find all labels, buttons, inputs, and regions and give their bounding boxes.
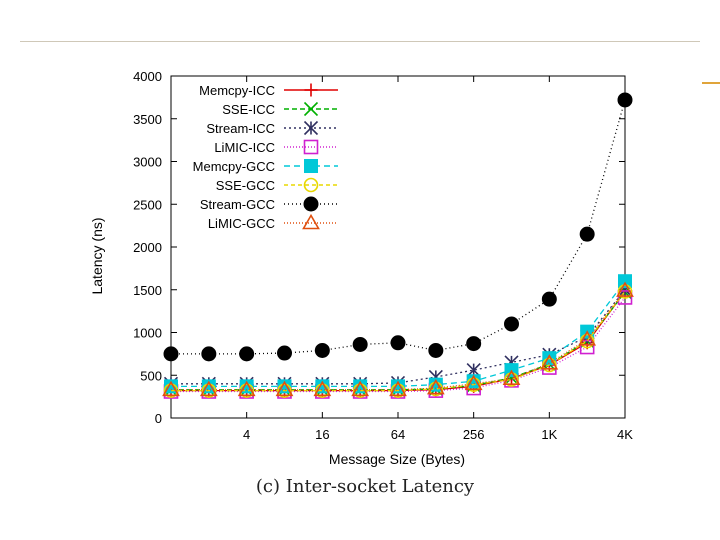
data-point — [390, 335, 406, 351]
legend-label: Memcpy-ICC — [199, 83, 275, 98]
y-tick-label: 500 — [140, 368, 162, 383]
data-point — [239, 383, 254, 398]
legend-marker — [303, 196, 319, 212]
data-point — [199, 380, 218, 397]
x-tick-label: 256 — [463, 427, 485, 442]
data-point — [541, 291, 557, 307]
top-divider — [20, 41, 700, 42]
legend-marker — [303, 177, 319, 193]
x-tick-label: 64 — [391, 427, 405, 442]
series-line — [171, 291, 626, 392]
x-tick-label: 16 — [315, 427, 329, 442]
data-point — [618, 274, 632, 289]
data-point — [162, 380, 180, 397]
data-point — [315, 383, 330, 398]
data-point — [579, 333, 595, 349]
y-tick-label: 4000 — [133, 69, 162, 84]
series-line — [171, 290, 626, 391]
legend: Memcpy-ICC SSE-ICC Stream-ICC LiMIC-ICC Memc… — [193, 83, 338, 231]
legend-marker — [304, 83, 318, 97]
data-point — [502, 369, 521, 385]
data-point — [464, 374, 483, 391]
legend-label: SSE-GCC — [216, 178, 275, 193]
data-point — [277, 383, 292, 398]
data-point — [201, 383, 217, 398]
data-point — [275, 380, 294, 397]
data-point — [352, 383, 368, 398]
data-point — [277, 345, 292, 361]
data-point — [542, 357, 557, 373]
legend-marker — [304, 159, 318, 173]
series-line — [171, 280, 626, 388]
data-point — [239, 346, 255, 362]
y-tick-label: 1500 — [133, 283, 162, 298]
data-point — [163, 346, 179, 362]
data-point — [466, 377, 481, 392]
legend-marker — [303, 120, 319, 136]
data-point — [466, 336, 482, 352]
data-point — [313, 380, 332, 397]
data-point — [616, 281, 634, 297]
data-point — [277, 379, 292, 394]
data-point — [426, 378, 445, 395]
data-point — [617, 92, 633, 108]
legend-marker — [302, 213, 320, 230]
y-tick-label: 2000 — [133, 240, 162, 255]
series-sse-gcc — [163, 284, 633, 398]
data-point — [617, 290, 633, 305]
data-point — [315, 379, 330, 394]
figure-caption: (c) Inter-socket Latency — [255, 476, 475, 497]
legend-marker — [303, 139, 319, 155]
legend-label: Memcpy-GCC — [193, 159, 275, 174]
series-stream-gcc — [163, 92, 633, 362]
data-point — [352, 336, 368, 352]
x-tick-label: 4K — [617, 427, 633, 442]
accent-mark — [702, 82, 720, 84]
data-point — [540, 354, 559, 370]
y-tick-label: 2500 — [133, 197, 162, 212]
data-point — [391, 379, 405, 394]
legend-label: LiMIC-GCC — [208, 216, 275, 231]
y-tick-label: 3000 — [133, 155, 162, 170]
y-tick-label: 0 — [155, 411, 162, 426]
x-tick-label: 4 — [243, 427, 250, 442]
y-tick-label: 1000 — [133, 326, 162, 341]
y-axis-label: Latency (ns) — [89, 217, 105, 294]
data-point — [428, 342, 444, 358]
data-point — [163, 383, 179, 398]
data-point — [617, 284, 633, 299]
series-limic-gcc — [162, 281, 634, 397]
data-point — [389, 380, 407, 397]
data-point — [390, 383, 406, 398]
legend-label: Stream-GCC — [200, 197, 275, 212]
legend-label: SSE-ICC — [222, 102, 275, 117]
data-point — [504, 316, 519, 332]
x-axis-label: Message Size (Bytes) — [329, 451, 465, 467]
data-point — [579, 226, 595, 242]
data-point — [314, 342, 330, 358]
data-point — [504, 372, 519, 387]
legend-label: LiMIC-ICC — [214, 140, 275, 155]
data-point — [201, 346, 217, 362]
data-point — [578, 330, 597, 346]
legend-marker — [303, 101, 319, 117]
data-point — [237, 380, 256, 397]
x-tick-label: 1K — [541, 427, 557, 442]
legend-label: Stream-ICC — [206, 121, 275, 136]
data-point — [579, 339, 595, 355]
series-memcpy-gcc — [164, 274, 632, 394]
data-point — [351, 380, 370, 397]
data-point — [201, 379, 216, 394]
y-tick-label: 3500 — [133, 112, 162, 127]
